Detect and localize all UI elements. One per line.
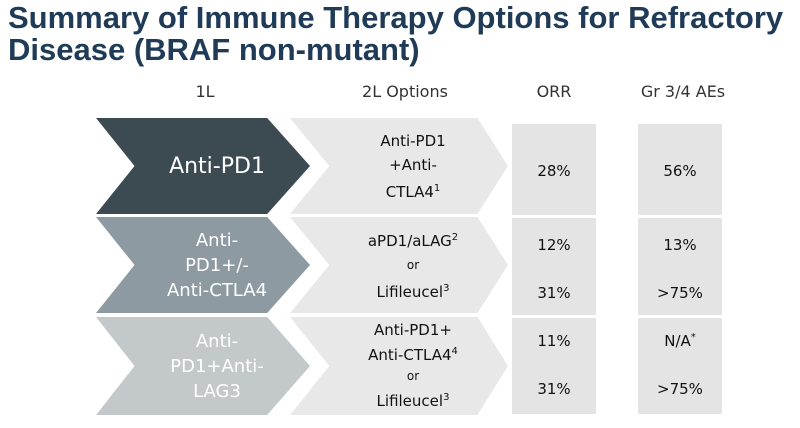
second-line-text: Anti-PD1+ Anti-CTLA44 or Lifileucel3 bbox=[368, 320, 458, 412]
first-line-label: Anti- PD1+/- Anti-CTLA4 bbox=[166, 229, 268, 301]
option-line: Anti-PD1 bbox=[380, 131, 446, 150]
row-divider bbox=[512, 315, 596, 318]
or-label: or bbox=[406, 369, 420, 383]
option-line: aPD1/aLAG2 bbox=[367, 232, 459, 250]
option-line: Anti-PD1+ bbox=[374, 321, 452, 339]
option-line: Lifileucel3 bbox=[376, 283, 450, 301]
option-line: +Anti- bbox=[389, 155, 437, 174]
row-divider bbox=[638, 315, 722, 318]
second-line-chevron-1: Anti-PD1 +Anti- CTLA41 bbox=[290, 118, 508, 214]
orr-value: 28% bbox=[537, 162, 571, 180]
header-ae: Gr 3/4 AEs bbox=[640, 82, 726, 101]
first-line-chevron-anti-pd1-lag3: Anti- PD1+Anti- LAG3 bbox=[96, 317, 310, 415]
orr-column bbox=[512, 124, 596, 414]
row-divider bbox=[638, 215, 722, 218]
first-line-label: Anti- PD1+Anti- LAG3 bbox=[170, 330, 264, 402]
ae-value: N/A* bbox=[664, 332, 696, 350]
or-label: or bbox=[406, 258, 420, 272]
page-title: Summary of Immune Therapy Options for Re… bbox=[8, 0, 784, 67]
second-line-text: aPD1/aLAG2 or Lifileucel3 bbox=[368, 226, 458, 304]
ae-value: 13% bbox=[663, 236, 697, 254]
orr-value: 11% bbox=[537, 332, 571, 350]
row-divider bbox=[512, 215, 596, 218]
option-line: Anti-CTLA44 bbox=[368, 346, 458, 364]
header-orr: ORR bbox=[536, 82, 572, 101]
header-2l-options: 2L Options bbox=[362, 82, 448, 101]
ae-value: >75% bbox=[657, 284, 703, 302]
second-line-chevron-2: aPD1/aLAG2 or Lifileucel3 bbox=[290, 217, 508, 313]
second-line-text: Anti-PD1 +Anti- CTLA41 bbox=[380, 129, 445, 204]
orr-value: 12% bbox=[537, 236, 571, 254]
option-line: Lifileucel3 bbox=[376, 392, 450, 410]
ae-value: 56% bbox=[663, 162, 697, 180]
first-line-label: Anti-PD1 bbox=[169, 153, 265, 179]
ae-value: >75% bbox=[657, 380, 703, 398]
orr-value: 31% bbox=[537, 284, 571, 302]
first-line-chevron-anti-pd1: Anti-PD1 bbox=[96, 118, 310, 214]
option-line: CTLA41 bbox=[385, 182, 441, 201]
first-line-chevron-anti-pd1-ctla4: Anti- PD1+/- Anti-CTLA4 bbox=[96, 217, 310, 313]
ae-column bbox=[638, 124, 722, 414]
second-line-chevron-3: Anti-PD1+ Anti-CTLA44 or Lifileucel3 bbox=[290, 317, 508, 415]
orr-value: 31% bbox=[537, 380, 571, 398]
header-1l: 1L bbox=[195, 82, 215, 101]
